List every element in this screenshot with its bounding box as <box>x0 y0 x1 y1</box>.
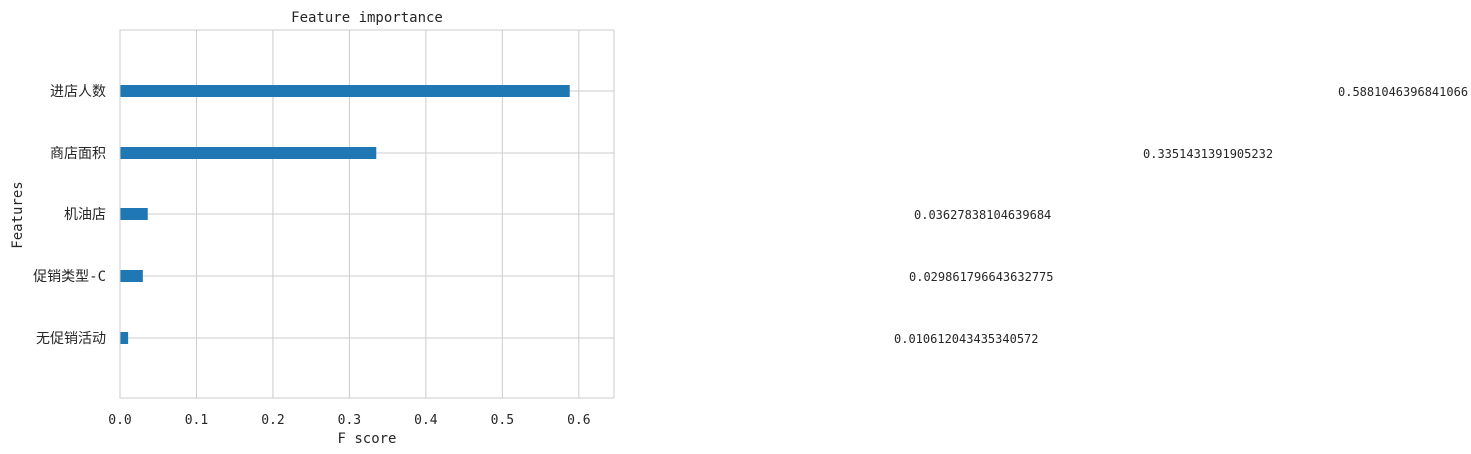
chart-title: Feature importance <box>291 10 443 26</box>
x-tick-label: 0.3 <box>338 413 361 428</box>
bar-value-label: 0.010612043435340572 <box>894 332 1039 346</box>
bar-value-label: 0.3351431391905232 <box>1143 147 1273 161</box>
y-tick-label: 促销类型-C <box>33 269 106 285</box>
bar-value-label: 0.029861796643632775 <box>909 270 1054 284</box>
value-labels: 0.5881046396841066 0.3351431391905232 0.03… <box>894 85 1468 346</box>
x-tick-label: 0.6 <box>567 413 590 428</box>
y-tick-label: 无促销活动 <box>36 331 106 347</box>
y-tick-label: 机油店 <box>64 207 106 223</box>
bar <box>120 208 148 220</box>
y-tick-label: 进店人数 <box>50 84 106 100</box>
y-tick-label: 商店面积 <box>50 146 106 162</box>
bar-value-label: 0.03627838104639684 <box>914 208 1051 222</box>
x-axis-label: F score <box>337 431 396 447</box>
x-tick-label: 0.2 <box>261 413 284 428</box>
bars <box>120 85 570 344</box>
x-tick-label: 0.0 <box>108 413 131 428</box>
plot-area-frame <box>119 29 615 399</box>
bar-value-label: 0.5881046396841066 <box>1338 85 1468 99</box>
bar <box>120 85 570 97</box>
bar <box>120 332 129 344</box>
x-tick-label: 0.4 <box>414 413 438 428</box>
bar <box>120 147 377 159</box>
y-axis-label: Features <box>10 181 26 248</box>
x-tick-label: 0.5 <box>491 413 514 428</box>
bar <box>120 270 143 282</box>
x-tick-labels: 0.0 0.1 0.2 0.3 0.4 0.5 0.6 <box>108 413 590 428</box>
x-tick-label: 0.1 <box>185 413 208 428</box>
